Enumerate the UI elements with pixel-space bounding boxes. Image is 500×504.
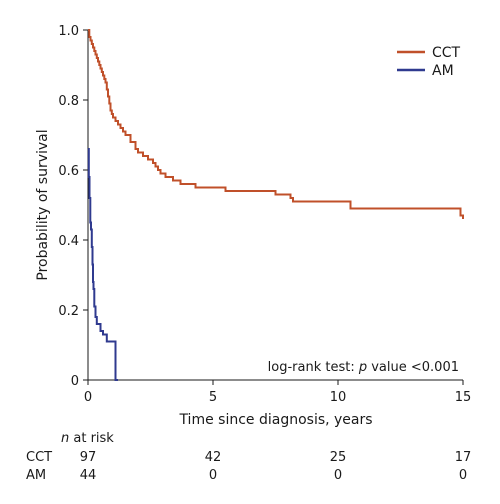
y-tick-label: 0.2: [58, 304, 79, 319]
y-tick-label: 1.0: [58, 24, 79, 39]
survival-curves: [87, 29, 464, 381]
y-tick-label: 0.4: [58, 234, 79, 249]
risk-cell: 25: [330, 450, 347, 465]
x-tick-label: 0: [84, 390, 92, 405]
x-tick-label: 15: [455, 390, 472, 405]
risk-cell: 42: [205, 450, 222, 465]
x-tick-label: 5: [209, 390, 217, 405]
risk-row-label-cct: CCT: [26, 450, 52, 465]
risk-table-title: n at risk: [61, 431, 114, 446]
legend-label-am: AM: [432, 63, 454, 79]
risk-cell: 0: [209, 468, 217, 483]
risk-cell: 0: [334, 468, 342, 483]
series-line-cct: [88, 29, 464, 219]
series-line-am: [87, 148, 118, 381]
y-tick-label: 0.6: [58, 164, 79, 179]
x-axis-label: Time since diagnosis, years: [178, 412, 372, 428]
y-axis-label: Probability of survival: [35, 129, 51, 280]
log-rank-annotation: log-rank test: p value <0.001: [268, 360, 459, 375]
y-tick-label: 0.8: [58, 94, 79, 109]
risk-table: CCT 97 42 25 17 AM 44 0 0 0: [26, 450, 471, 483]
legend: CCT AM: [397, 45, 461, 79]
x-tick-label: 10: [330, 390, 347, 405]
legend-label-cct: CCT: [432, 45, 461, 61]
risk-cell: 97: [80, 450, 97, 465]
risk-cell: 17: [455, 450, 472, 465]
axes: 0 0.2 0.4 0.6 0.8 1.0 0 5 10 15: [58, 24, 471, 405]
risk-cell: 0: [459, 468, 467, 483]
y-tick-label: 0: [71, 374, 79, 389]
risk-cell: 44: [80, 468, 97, 483]
risk-row-label-am: AM: [26, 468, 46, 483]
